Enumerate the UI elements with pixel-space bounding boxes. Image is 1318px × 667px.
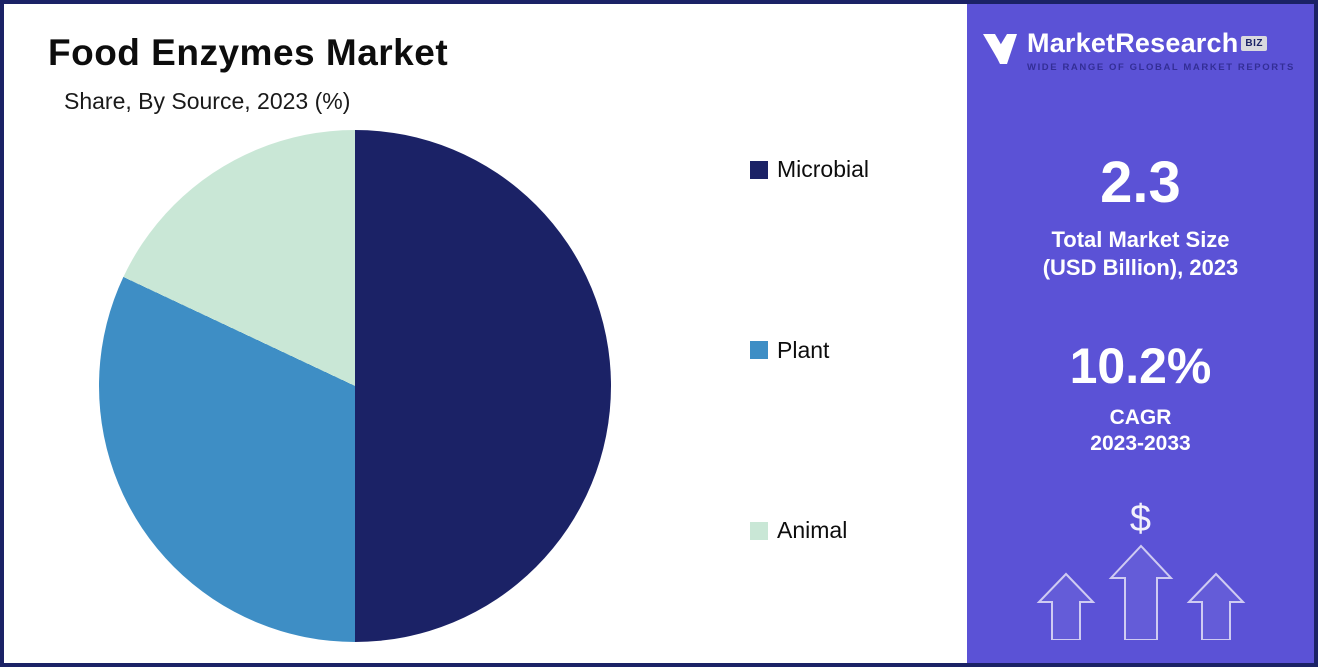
legend-label: Animal — [777, 517, 848, 543]
sidebar: MarketResearch BIZ WIDE RANGE OF GLOBAL … — [967, 4, 1314, 663]
brand-logo-icon — [981, 30, 1019, 75]
cagr-label: CAGR 2023-2033 — [1090, 406, 1191, 456]
legend-label: Plant — [777, 336, 830, 363]
legend-swatch — [750, 341, 768, 359]
legend: Microbial Plant Animal — [750, 156, 869, 544]
page-subtitle: Share, By Source, 2023 (%) — [64, 88, 351, 114]
market-size-label: Total Market Size (USD Billion), 2023 — [1042, 227, 1239, 280]
brand-tagline: WIDE RANGE OF GLOBAL MARKET REPORTS — [1027, 62, 1295, 73]
market-size-value: 2.3 — [1100, 150, 1181, 215]
legend-label: Microbial — [777, 156, 870, 182]
chart-area: Food Enzymes Market Share, By Source, 20… — [4, 4, 967, 663]
legend-swatch — [750, 521, 768, 540]
brand-badge: BIZ — [1241, 36, 1268, 51]
dollar-icon: $ — [1129, 497, 1152, 540]
market-size-stat: 2.3 Total Market Size (USD Billion), 202… — [967, 149, 1314, 281]
page-title: Food Enzymes Market — [48, 32, 449, 73]
legend-swatch — [750, 160, 768, 179]
cagr-stat: 10.2% CAGR 2023-2033 — [967, 337, 1314, 458]
legend-item-plant: Plant — [750, 337, 869, 364]
legend-item-animal: Animal — [750, 517, 869, 544]
brand-name: MarketResearch — [1027, 28, 1239, 58]
legend-item-microbial: Microbial — [750, 156, 869, 183]
cagr-value: 10.2% — [1069, 338, 1212, 394]
pie-chart — [99, 130, 611, 642]
growth-arrows-icon — [1036, 544, 1245, 640]
logo: MarketResearch BIZ WIDE RANGE OF GLOBAL … — [967, 4, 1314, 75]
